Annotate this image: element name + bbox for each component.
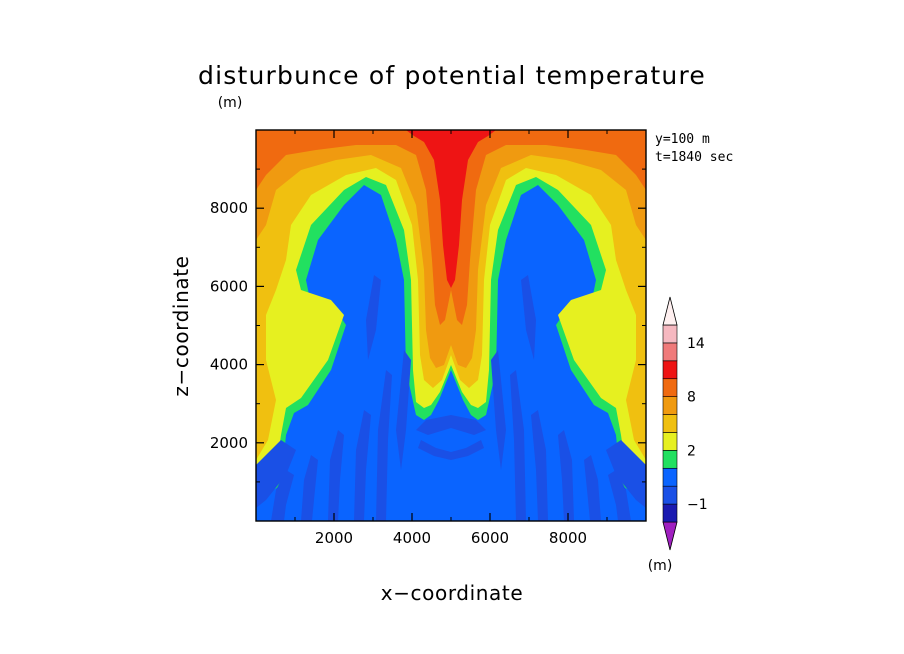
- contour-level-6-right: [451, 130, 496, 288]
- x-tick-label-4000: 4000: [393, 529, 431, 547]
- deep-negative-streak-1-left: [256, 440, 296, 508]
- colorbar-box-4: [662, 450, 678, 469]
- contour-field: [256, 130, 646, 521]
- y-tick-label-2000: 2000: [210, 434, 248, 452]
- deep-negative-streak-2-right: [608, 470, 631, 521]
- y-tick-label-6000: 6000: [210, 277, 248, 295]
- deep-negative-streak-10-left: [418, 440, 451, 460]
- x-axis-label: x−coordinate: [381, 581, 523, 605]
- deep-negative-streak-1-right: [606, 440, 646, 508]
- deep-negative-streak-9-right: [451, 415, 486, 435]
- deep-negative-streak-8-right: [491, 350, 506, 470]
- deep-negative-streak-4-left: [328, 430, 344, 521]
- deep-negative-streak-7-left: [366, 275, 381, 360]
- deep-negative-streak-3-right: [584, 455, 601, 521]
- y-tick-label-8000: 8000: [210, 199, 248, 217]
- colorbar-box-2: [662, 485, 678, 505]
- colorbar-box-6: [662, 414, 678, 433]
- y-axis-label: z−coordinate: [169, 255, 193, 396]
- axis-ticks: 2000 4000 6000 8000 2000 4000 6000 8000: [210, 130, 646, 547]
- annotation-t: t=1840 sec: [655, 150, 733, 165]
- deep-negative-streak-6-left: [376, 370, 392, 521]
- colorbar-box-1: [662, 503, 678, 523]
- colorbar-units: (m): [648, 558, 673, 574]
- y-tick-label-4000: 4000: [210, 356, 248, 374]
- colorbar-label: 2: [687, 443, 696, 459]
- colorbar-box-9: [662, 360, 678, 380]
- contour-level-2-right: [451, 130, 646, 478]
- annotation-y: y=100 m: [655, 132, 710, 147]
- title-units: (m): [218, 95, 243, 111]
- colorbar-box-7: [662, 396, 678, 415]
- deep-negative-streak-5-left: [354, 410, 371, 521]
- colorbar-box-10: [662, 342, 678, 362]
- contour-level-6-left: [406, 130, 451, 288]
- chart-title: disturbunce of potential temperature: [198, 61, 706, 90]
- x-tick-label-6000: 6000: [471, 529, 509, 547]
- deep-negative-streak-4-right: [558, 430, 574, 521]
- colorbar-box-11: [662, 324, 678, 344]
- colorbar-label: −1: [687, 497, 708, 513]
- deep-negative-streak-8-left: [396, 350, 411, 470]
- deep-negative-streak-7-right: [521, 275, 536, 360]
- deep-negative-streak-2-left: [271, 470, 294, 521]
- x-tick-label-2000: 2000: [315, 529, 353, 547]
- colorbar-box-8: [662, 378, 678, 397]
- deep-negative-streak-10-right: [451, 440, 484, 460]
- colorbar-triangle-top: [662, 296, 678, 326]
- deep-negative-streak-6-right: [510, 370, 526, 521]
- plot-area: 2000 4000 6000 8000 2000 4000 6000 8000: [210, 129, 647, 547]
- contour-level-2-left: [256, 130, 451, 478]
- colorbar-triangle-bottom: [662, 521, 678, 551]
- x-tick-label-8000: 8000: [549, 529, 587, 547]
- colorbar-label: 14: [687, 336, 705, 352]
- deep-negative-streak-3-left: [301, 455, 318, 521]
- colorbar-box-5: [662, 432, 678, 451]
- colorbar-box-3: [662, 467, 678, 487]
- deep-negative-streak-9-left: [416, 415, 451, 435]
- colorbar: −1 2 8 14: [662, 296, 708, 551]
- deep-negative-streak-5-right: [531, 410, 548, 521]
- colorbar-label: 8: [687, 390, 696, 406]
